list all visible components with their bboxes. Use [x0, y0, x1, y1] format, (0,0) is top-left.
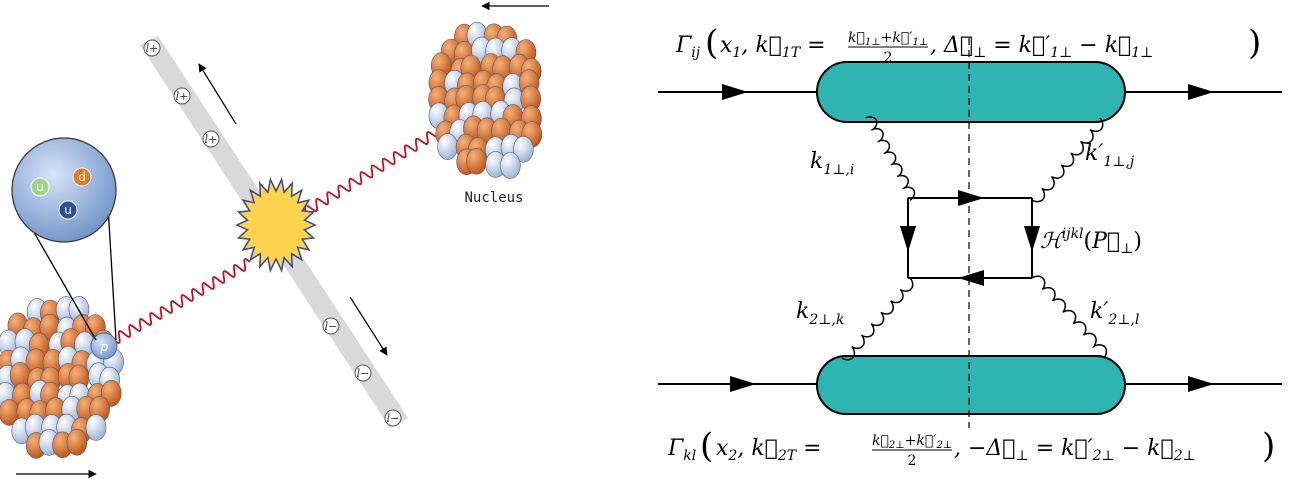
gluon-k1i — [865, 116, 916, 201]
lepton-minus-arrow — [349, 296, 388, 356]
nucleon — [66, 428, 88, 456]
svg-text:Γij: Γij — [675, 33, 701, 61]
svg-text:p: p — [100, 340, 109, 355]
quark-u-blue: u — [58, 200, 78, 220]
svg-text:x2, k⃗2T =: x2, k⃗2T = — [716, 436, 822, 464]
svg-text:(: ( — [700, 426, 713, 466]
label-k1i: k1⊥,i — [810, 149, 854, 178]
projectile-nucleus — [0, 296, 124, 459]
svg-text:l+: l+ — [205, 133, 218, 146]
svg-text:(: ( — [705, 23, 718, 63]
svg-text:Γkl: Γkl — [667, 436, 696, 464]
nucleon — [437, 133, 458, 160]
zoom-line-right — [107, 205, 117, 341]
lepton-minus-3: l− — [384, 409, 402, 427]
nucleus-label: Nucleus — [464, 190, 523, 206]
svg-text:l+: l+ — [146, 42, 159, 55]
nucleon — [512, 135, 534, 163]
label-hard-function: ℋijkl(P⃗⊥) — [1040, 226, 1142, 257]
svg-text:l−: l− — [357, 367, 370, 380]
left-diagram: l+ l+ l+ l− l− l− Nucl — [0, 1, 549, 479]
lepton-minus-2: l− — [354, 364, 372, 382]
svg-text:x1, k⃗1T =: x1, k⃗1T = — [720, 33, 826, 61]
label-k2l: k′2⊥,l — [1090, 299, 1139, 328]
photon-line-nucleus — [299, 124, 445, 219]
top-line-right-arrow — [1188, 84, 1214, 100]
label-k2k: k2⊥,k — [796, 299, 844, 328]
svg-text:l−: l− — [325, 320, 338, 333]
svg-text:l−: l− — [387, 412, 400, 425]
top-line-left-arrow — [722, 84, 748, 100]
svg-text:k⃗1⊥+k⃗′1⊥: k⃗1⊥+k⃗′1⊥ — [848, 30, 928, 48]
hard-quark-box — [900, 190, 1040, 286]
quark-d-orange: d — [72, 167, 92, 187]
gamma-top-formula: Γij ( x1, k⃗1T = k⃗1⊥+k⃗′1⊥ 2 , Δ⃗⊥ = k⃗… — [675, 23, 1261, 66]
svg-text:k1⊥,i: k1⊥,i — [810, 149, 854, 178]
svg-text:): ) — [1262, 426, 1275, 466]
photon-line-proton — [113, 258, 251, 344]
lepton-plus-2: l+ — [173, 87, 191, 105]
gamma-bottom-blob — [816, 355, 1126, 415]
svg-text:2: 2 — [908, 453, 917, 469]
lepton-plus-arrow — [198, 63, 237, 125]
svg-text:): ) — [1248, 23, 1261, 63]
lepton-plus-1: l+ — [143, 39, 161, 57]
target-nucleus — [428, 21, 543, 179]
svg-text:k′1⊥,j: k′1⊥,j — [1085, 141, 1135, 170]
nucleon — [466, 147, 487, 175]
collision-flash — [235, 177, 317, 273]
bottom-line-right-arrow — [1188, 376, 1214, 392]
svg-text:u: u — [36, 180, 44, 194]
svg-text:d: d — [78, 170, 86, 184]
nucleon — [499, 152, 521, 179]
svg-text:u: u — [64, 203, 72, 217]
lepton-plus-3: l+ — [202, 130, 220, 148]
nucleon — [85, 414, 107, 441]
gamma-top-blob — [816, 61, 1126, 123]
gamma-bottom-formula: Γkl ( x2, k⃗2T = k⃗2⊥+k⃗′2⊥ 2 , −Δ⃗⊥ = k… — [667, 426, 1275, 469]
gluon-k1j — [1031, 117, 1104, 203]
label-k1j: k′1⊥,j — [1085, 141, 1135, 170]
quark-u-green: u — [30, 177, 50, 197]
gluon-k2l — [1031, 275, 1108, 359]
svg-text:k2⊥,k: k2⊥,k — [796, 299, 844, 328]
gluon-k2k — [841, 277, 914, 361]
bottom-line-left-arrow — [730, 376, 756, 392]
svg-text:l+: l+ — [176, 90, 189, 103]
svg-text:2: 2 — [884, 50, 893, 66]
lepton-minus-1: l− — [322, 317, 340, 335]
svg-text:, −Δ⃗⊥ = k⃗′2⊥ − k⃗2⊥: , −Δ⃗⊥ = k⃗′2⊥ − k⃗2⊥ — [954, 436, 1196, 464]
svg-text:k⃗2⊥+k⃗′2⊥: k⃗2⊥+k⃗′2⊥ — [872, 433, 952, 451]
svg-text:ℋijkl(P⃗⊥): ℋijkl(P⃗⊥) — [1040, 226, 1142, 257]
svg-text:k′2⊥,l: k′2⊥,l — [1090, 299, 1139, 328]
svg-text:, Δ⃗⊥ = k⃗′1⊥ − k⃗1⊥: , Δ⃗⊥ = k⃗′1⊥ − k⃗1⊥ — [930, 33, 1153, 61]
proton: p — [90, 332, 118, 360]
right-diagram: Γij ( x1, k⃗1T = k⃗1⊥+k⃗′1⊥ 2 , Δ⃗⊥ = k⃗… — [658, 23, 1282, 469]
proton-zoom: u d u — [11, 137, 117, 243]
